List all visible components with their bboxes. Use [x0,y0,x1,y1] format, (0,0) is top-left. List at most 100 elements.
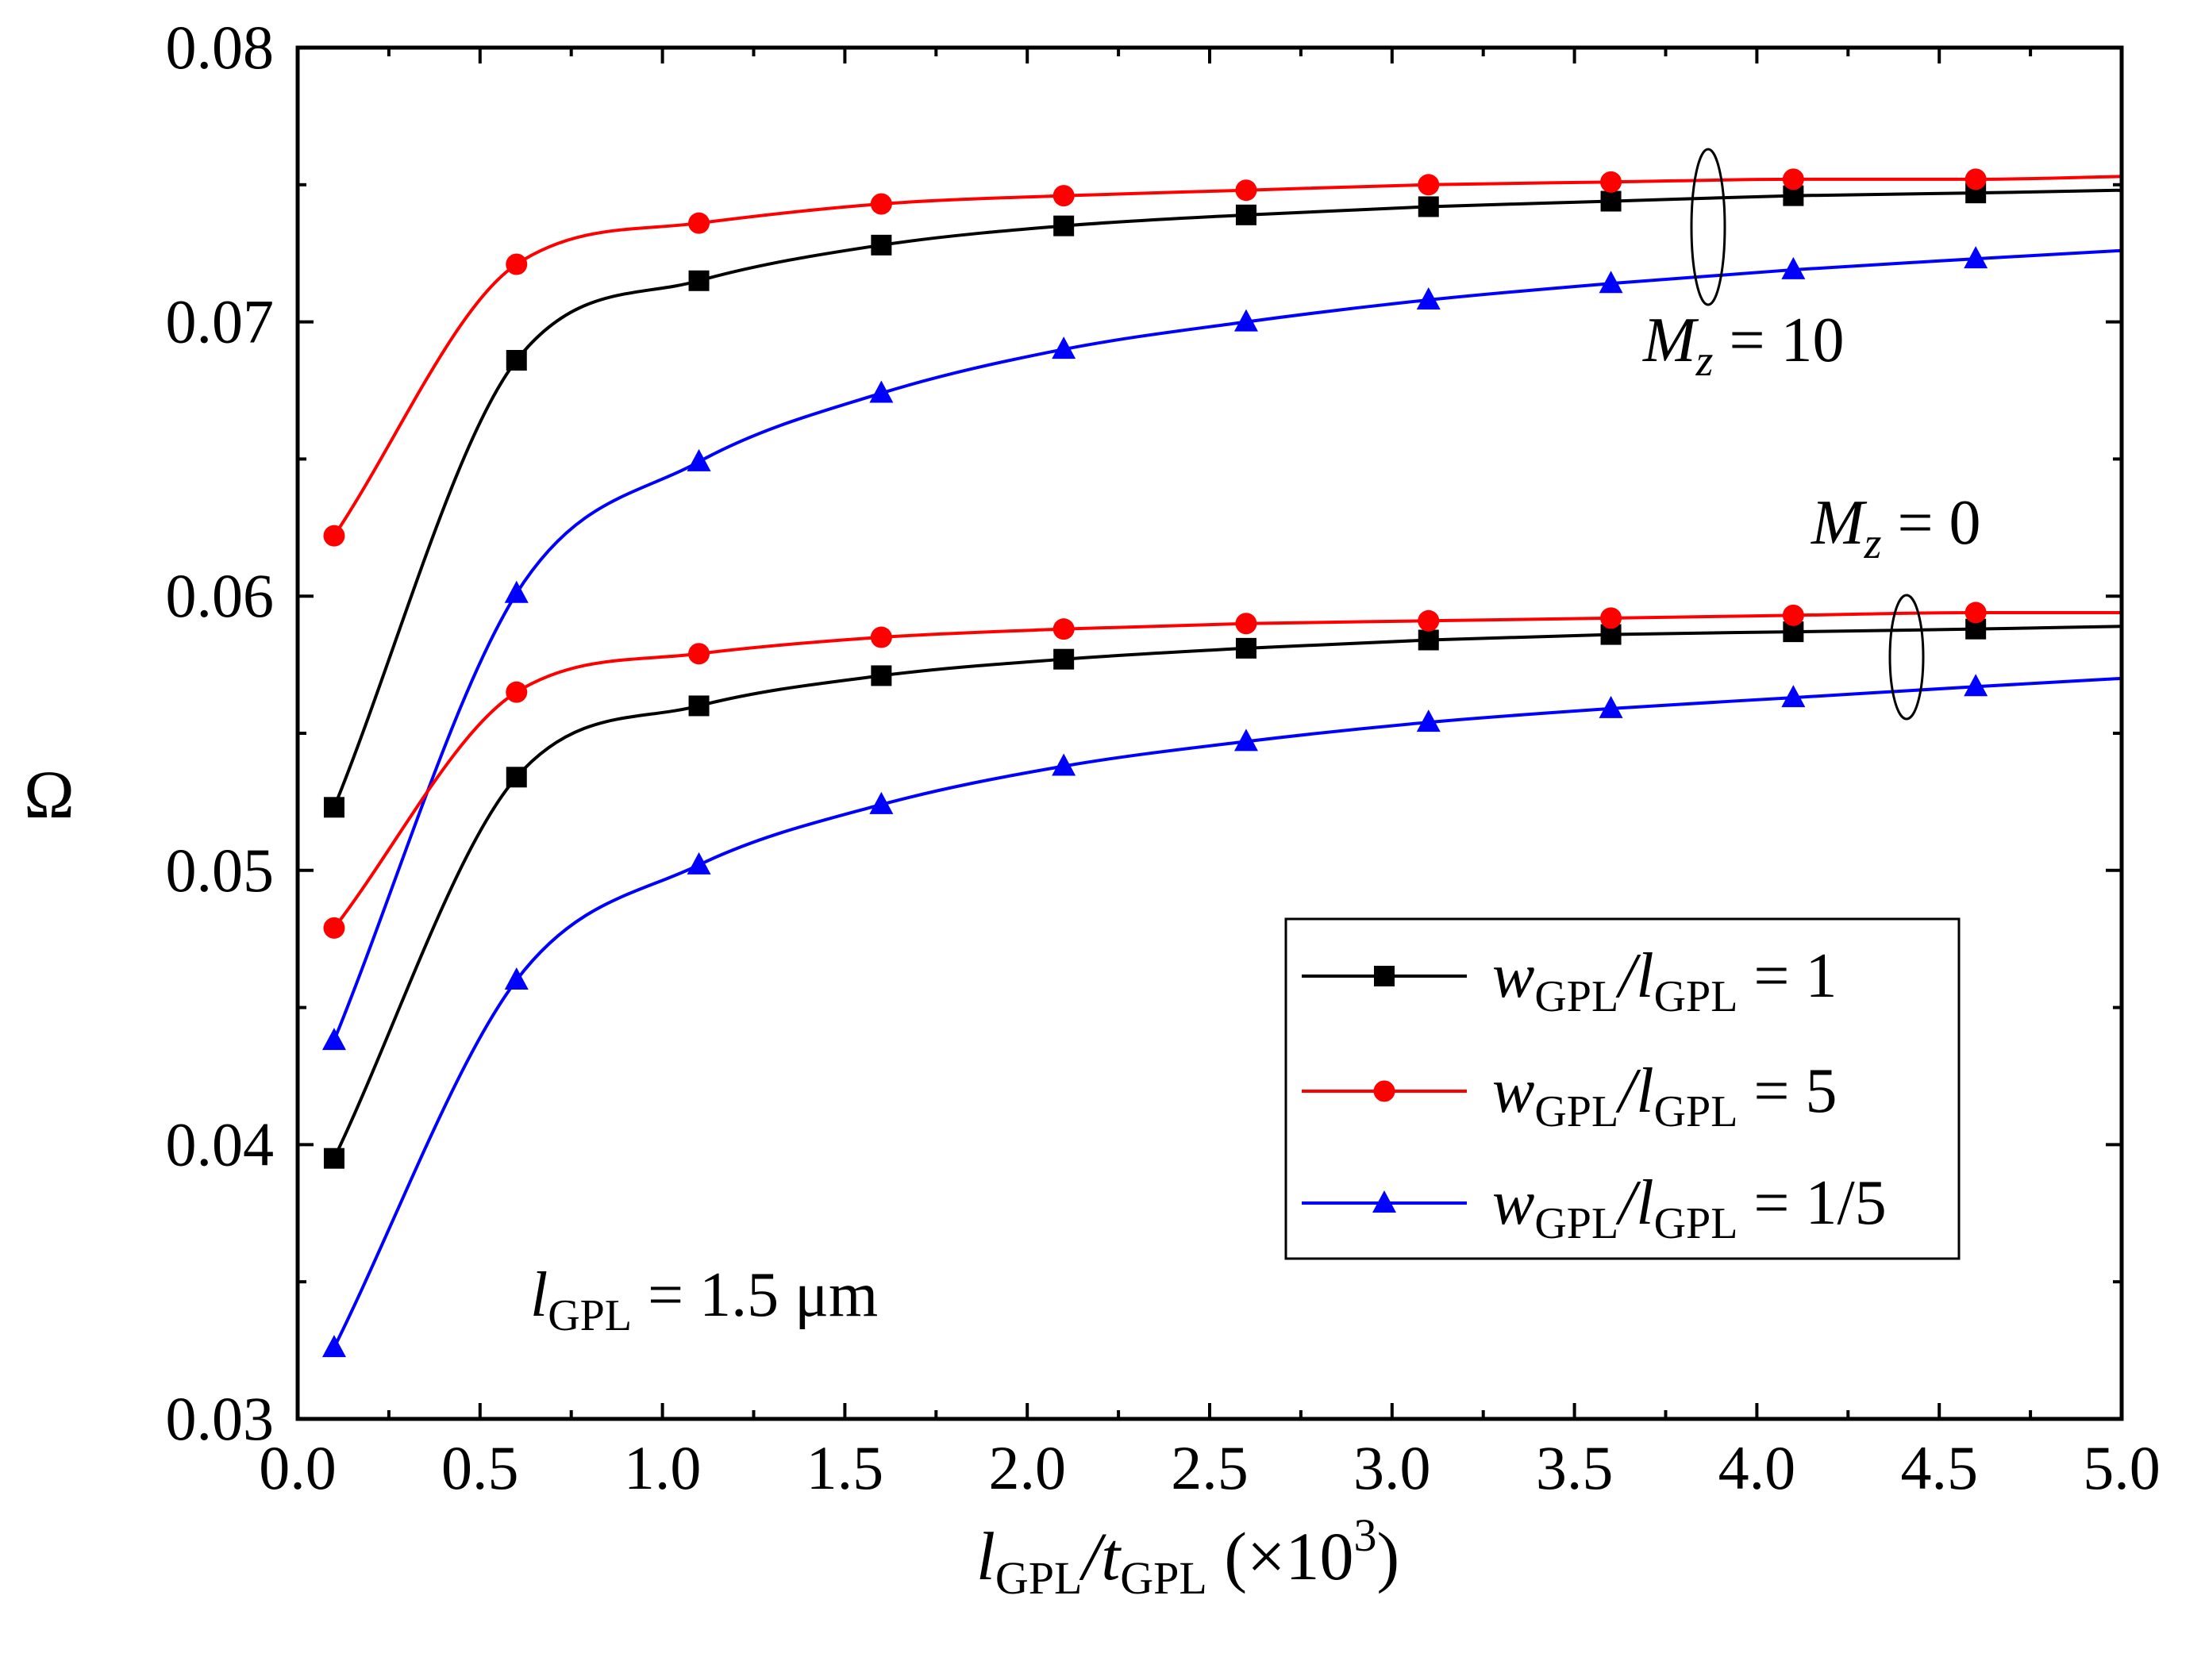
x-tick-label: 1.5 [806,1433,884,1502]
data-point-circle [506,253,528,275]
data-point-circle [870,193,892,215]
data-point-circle [1782,168,1804,190]
data-point-triangle [869,380,894,403]
y-axis-title: Ω [24,756,75,832]
x-tick-label: 1.0 [624,1433,702,1502]
x-axis-title-sub1: GPL [995,1552,1083,1604]
data-point-triangle [1781,256,1806,279]
legend-label: wGPL/lGPL = 1/5 [1492,1168,1887,1248]
data-point-square [688,270,710,291]
data-point-square [506,767,527,788]
data-point-triangle [1599,695,1623,718]
data-point-circle [1418,609,1440,632]
data-point-triangle [1416,286,1441,309]
data-point-circle [688,643,710,665]
y-tick-label: 0.08 [166,13,275,82]
data-point-circle [1418,174,1440,196]
x-tick-label: 4.0 [1718,1433,1796,1502]
x-axis-title-sup: 3 [1354,1509,1377,1561]
x-tick-label: 2.5 [1171,1433,1249,1502]
y-tick-label: 0.07 [166,287,275,356]
series-line [333,625,2122,1159]
data-point-square [1053,215,1075,236]
data-point-triangle [1233,729,1258,752]
data-point-square [506,349,527,371]
annotation-lgpl: lGPL = 1.5 μm [530,1260,878,1340]
data-point-circle [1964,168,1987,190]
x-axis-title-sub2: GPL [1120,1552,1207,1604]
data-point-triangle [321,1335,346,1358]
data-point-square [871,234,892,256]
data-point-triangle [869,791,894,814]
x-tick-label: 5.0 [2083,1433,2161,1502]
x-axis-title-t: /t [1079,1518,1122,1594]
data-point-triangle [1052,753,1076,776]
data-point-triangle [1781,685,1806,708]
data-point-circle [1600,171,1622,193]
mz0-group-ellipse [1888,594,1925,721]
markers-layer [321,168,1988,1358]
data-point-circle [688,212,710,234]
data-point-circle [870,626,892,648]
data-point-triangle [1964,674,1988,697]
data-point-square [1235,637,1256,659]
data-point-circle [1235,179,1257,202]
legend: wGPL/lGPL = 1 wGPL/lGPL = 5 wGPL/lGPL = 1/… [1284,917,1961,1260]
data-point-circle [1052,185,1075,207]
data-point-square [1235,204,1256,225]
data-point-triangle [1233,309,1258,332]
data-point-circle [1782,604,1804,626]
y-tick-label: 0.05 [166,836,275,905]
data-point-circle [1964,602,1987,624]
data-point-circle [1235,613,1257,635]
data-point-triangle [687,852,711,875]
series-line [333,175,2122,537]
y-tick-labels: 0.03 0.04 0.05 0.06 0.07 0.08 [166,13,275,1453]
data-point-square [688,695,710,717]
x-tick-label: 3.5 [1536,1433,1614,1502]
x-tick-labels: 0.0 0.5 1.0 1.5 2.0 2.5 3.0 3.5 4.0 4.5 5.0 [259,1433,2161,1502]
data-point-triangle [1599,271,1623,294]
annotation-mz10: Mz = 10 [1642,306,1845,386]
series-line [333,188,2122,809]
annotation-mz0: Mz = 0 [1811,488,1981,568]
legend-label: wGPL/lGPL = 5 [1492,1056,1838,1136]
x-tick-label: 0.5 [441,1433,519,1502]
x-axis-title-suffix: (×10 [1207,1518,1354,1594]
y-tick-label: 0.06 [166,561,275,630]
data-point-triangle [321,1028,346,1051]
data-point-square [1053,648,1075,670]
data-point-square [871,665,892,686]
data-point-triangle [1052,336,1076,359]
x-axis-title-close: ) [1377,1518,1400,1594]
series-line [333,610,2122,929]
y-tick-label: 0.03 [166,1384,275,1453]
data-point-square [323,797,344,818]
x-axis-title-l: l [976,1518,995,1594]
data-point-triangle [504,580,529,603]
x-tick-label: 4.5 [1900,1433,1978,1502]
legend-marker-triangle [1372,1190,1396,1213]
x-axis-title: lGPL/tGPL (×103) [976,1509,1399,1604]
y-tick-label: 0.04 [166,1109,275,1178]
legend-label: wGPL/lGPL = 1 [1492,941,1838,1021]
x-tick-label: 0.0 [259,1433,337,1502]
data-point-square [1418,629,1439,651]
data-point-circle [323,917,345,939]
x-tick-label: 3.0 [1353,1433,1431,1502]
data-point-circle [506,681,528,703]
data-point-circle [1600,607,1622,629]
data-point-triangle [1964,246,1988,269]
curves-layer [333,175,2122,1349]
data-point-square [1600,190,1622,212]
legend-marker-square [1374,966,1395,986]
mz10-group-ellipse [1690,148,1726,306]
data-point-triangle [687,448,711,471]
data-point-square [323,1148,344,1169]
data-point-triangle [504,967,529,990]
data-point-circle [323,525,345,547]
data-point-square [1418,196,1439,217]
x-tick-label: 2.0 [988,1433,1066,1502]
